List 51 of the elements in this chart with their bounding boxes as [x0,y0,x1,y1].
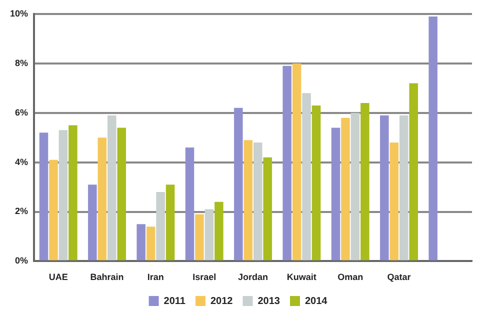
legend-label: 2011 [164,296,186,307]
legend-label: 2014 [304,296,328,307]
bar [409,83,418,260]
bar [312,105,321,260]
x-tick-label: Israel [192,272,216,282]
bar [282,66,292,260]
bar [253,142,262,260]
bar [195,214,204,260]
legend-label: 2013 [258,296,280,307]
bar [292,63,302,260]
bar [331,128,340,260]
bar [146,226,156,260]
bar [399,115,408,260]
bar [98,138,107,260]
y-tick-label: 2% [15,206,28,216]
y-tick-label: 8% [15,58,28,68]
bar [58,130,68,260]
legend-label: 2012 [210,296,234,307]
bar [39,132,48,260]
bar [234,108,243,260]
x-tick-label: UAE [48,272,68,282]
bar [185,147,194,260]
bar [136,224,146,260]
bar [341,118,350,260]
bar [108,115,116,260]
bar [428,16,438,260]
bar [49,160,58,260]
x-tick-label: Qatar [387,272,412,282]
bar [204,209,214,260]
y-tick-label: 10% [10,8,28,18]
bar [156,192,165,260]
bar [88,184,97,260]
x-tick-label: Jordan [238,272,268,282]
y-tick-label: 4% [15,156,28,167]
x-tick-label: Iran [147,272,164,282]
x-tick-label: Bahrain [90,272,124,282]
y-tick-label: 6% [15,107,28,118]
x-tick-label: Oman [338,272,364,282]
bar [117,128,126,260]
bar [380,115,389,260]
bar [68,125,78,260]
bar [244,140,253,260]
bar [302,93,311,260]
bar [263,157,272,260]
bar [390,142,399,260]
y-tick-label: 0% [15,256,28,266]
bar [350,112,360,260]
x-tick-label: Kuwait [286,272,316,282]
bar [360,102,370,260]
bar [166,184,175,260]
bar [214,202,224,260]
